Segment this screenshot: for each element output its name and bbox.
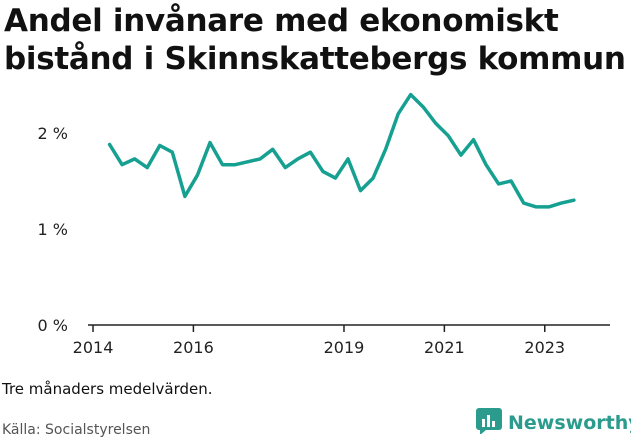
y-axis: 0 % 1 % 2 % (38, 124, 68, 335)
x-axis: 2014 2016 2019 2021 2023 (73, 324, 610, 357)
x-tick-label: 2014 (73, 338, 114, 357)
bar-chart-logo-icon (476, 408, 502, 438)
plot-area (107, 92, 576, 209)
x-tick-label: 2023 (524, 338, 565, 357)
source-credit: Källa: Socialstyrelsen (2, 422, 151, 438)
series-line (107, 92, 576, 209)
chart-title-line-1: Andel invånare med ekonomiskt (4, 3, 559, 39)
x-tick-label: 2021 (424, 338, 465, 357)
y-tick-label: 1 % (38, 220, 68, 239)
y-tick-label: 2 % (38, 124, 68, 143)
chart-title: Andel invånare med ekonomiskt bistånd i … (4, 2, 629, 78)
chart-title-line-2: bistånd i Skinnskattebergs kommun (4, 41, 626, 77)
line-chart: 0 % 1 % 2 % 2014 2016 2019 2021 2023 (38, 92, 610, 357)
brand-name: Newsworthy (508, 412, 631, 434)
x-tick-label: 2019 (324, 338, 365, 357)
brand-logo: Newsworthy (476, 408, 631, 438)
x-tick-label: 2016 (173, 338, 214, 357)
chart-note: Tre månaders medelvärden. (2, 380, 213, 398)
y-tick-label: 0 % (38, 316, 68, 335)
